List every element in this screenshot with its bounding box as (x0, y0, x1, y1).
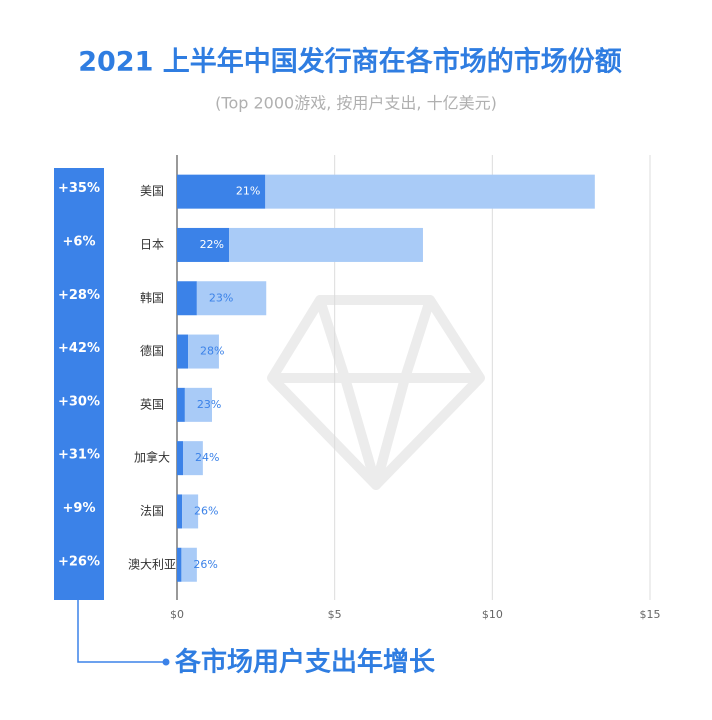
bar-segment (177, 547, 182, 582)
growth-label: +28% (58, 288, 100, 303)
chart-title: 2021 上半年中国发行商在各市场的市场份额 (78, 46, 622, 78)
share-label: 21% (236, 185, 260, 198)
bar-segment (177, 441, 183, 476)
bar-segment (188, 334, 219, 369)
growth-label: +6% (63, 234, 96, 249)
share-label: 24% (195, 451, 219, 464)
x-tick-label: $5 (328, 608, 342, 621)
bar-segment (177, 281, 197, 316)
bar-segment (265, 174, 595, 209)
share-label: 22% (200, 238, 224, 251)
bar-segment (181, 547, 197, 582)
growth-label: +30% (58, 394, 100, 409)
bar-segment (182, 494, 199, 529)
y-tick-label: 澳大利亚 (128, 557, 176, 571)
connector-dot (162, 658, 170, 666)
y-tick-label: 韩国 (140, 290, 164, 305)
bar-segment (177, 387, 185, 422)
growth-label: +9% (63, 501, 96, 516)
bar-segment (182, 441, 203, 476)
bar-segment (184, 387, 213, 422)
y-tick-label: 英国 (140, 397, 164, 411)
bar-segment (177, 494, 183, 529)
y-tick-label: 日本 (140, 237, 164, 251)
y-tick-label: 德国 (140, 343, 164, 358)
growth-label: +42% (58, 341, 100, 356)
share-label: 26% (194, 504, 218, 517)
bar-segment (177, 227, 230, 262)
y-tick-label: 加拿大 (134, 450, 170, 465)
y-tick-label: 法国 (140, 504, 164, 518)
y-tick-label: 美国 (140, 184, 164, 198)
share-label: 23% (209, 291, 233, 304)
bar-segment (196, 281, 267, 316)
share-label: 26% (193, 558, 217, 571)
connector (77, 600, 165, 663)
growth-label: +35% (58, 181, 100, 196)
bar-segment (177, 334, 189, 369)
share-label: 28% (200, 345, 224, 358)
growth-label: +31% (58, 448, 100, 463)
growth-label: +26% (58, 554, 100, 569)
x-tick-label: $10 (482, 608, 503, 621)
bar-segment (229, 227, 423, 262)
x-tick-label: $15 (640, 608, 661, 621)
growth-column (54, 168, 104, 600)
watermark (267, 295, 485, 490)
bar-segment (177, 174, 266, 209)
growth-title: 各市场用户支出年增长 (174, 647, 436, 678)
x-tick-label: $0 (170, 608, 184, 621)
share-label: 23% (197, 398, 221, 411)
chart-subtitle: (Top 2000游戏, 按用户支出, 十亿美元) (215, 94, 497, 113)
